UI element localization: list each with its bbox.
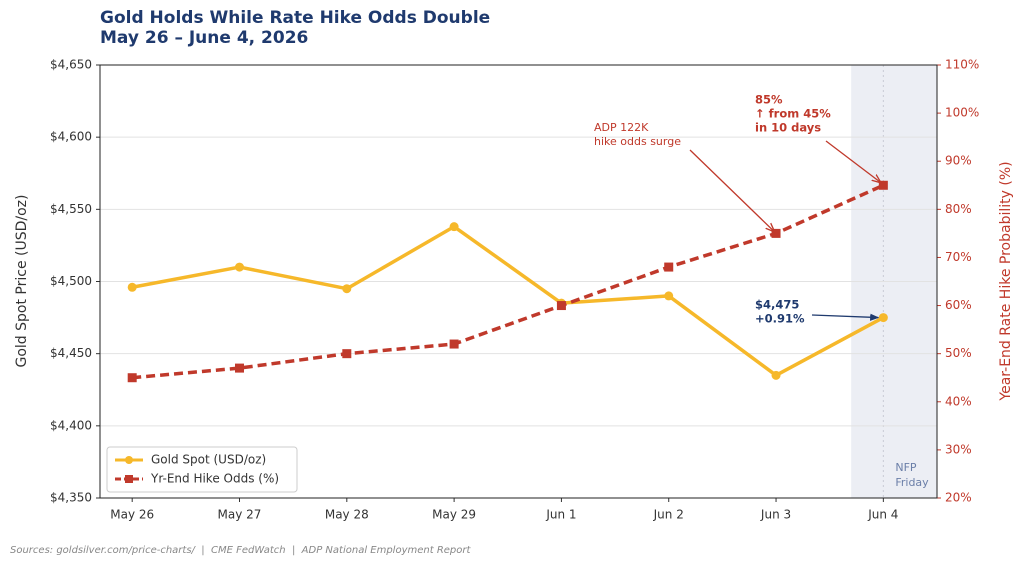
point-marker bbox=[235, 262, 244, 272]
legend-box bbox=[106, 446, 298, 493]
point-marker bbox=[878, 313, 888, 323]
y-axis-label: Gold Spot Price (USD/oz) bbox=[14, 195, 30, 368]
point-marker bbox=[235, 363, 244, 373]
x-tick-label: Jun 1 bbox=[545, 508, 576, 522]
highlight-label: Friday bbox=[895, 476, 929, 489]
plot-frame bbox=[99, 64, 938, 499]
annotation-arrow bbox=[689, 149, 774, 231]
y-tick-label: $4,600 bbox=[50, 130, 92, 144]
legend-label: Gold Spot (USD/oz) bbox=[151, 453, 266, 467]
y2-tick-label: 100% bbox=[945, 106, 979, 120]
annotation-text: 85% bbox=[755, 93, 783, 107]
y2-tick-label: 90% bbox=[945, 154, 972, 168]
y-tick-label: $4,450 bbox=[50, 346, 92, 360]
series-line bbox=[132, 183, 885, 380]
x-tick-label: May 28 bbox=[325, 508, 369, 522]
x-tick-label: Jun 4 bbox=[867, 508, 898, 522]
y2-tick-label: 70% bbox=[945, 250, 972, 264]
legend-marker bbox=[125, 456, 133, 464]
legend-label: Yr-End Hike Odds (%) bbox=[150, 472, 279, 486]
annotation-text: ↑ from 45% bbox=[755, 107, 831, 121]
annotation-arrow bbox=[825, 140, 880, 182]
annotation-text: in 10 days bbox=[755, 121, 821, 135]
y2-tick-label: 30% bbox=[945, 442, 972, 456]
point-marker bbox=[127, 373, 137, 383]
x-tick-label: May 29 bbox=[432, 508, 476, 522]
point-marker bbox=[127, 282, 137, 292]
y-tick-label: $4,350 bbox=[50, 491, 92, 505]
highlight-label: NFP bbox=[895, 461, 917, 474]
annotation-text: $4,475 bbox=[755, 298, 799, 312]
point-marker bbox=[342, 284, 352, 294]
x-tick-label: Jun 2 bbox=[653, 508, 684, 522]
chart-title: Gold Holds While Rate Hike Odds Double bbox=[100, 8, 490, 28]
y2-tick-label: 80% bbox=[945, 202, 972, 216]
x-tick-label: May 27 bbox=[218, 508, 262, 522]
series-line bbox=[131, 224, 885, 378]
chart-subtitle: May 26 – June 4, 2026 bbox=[100, 28, 308, 48]
y2-tick-label: 20% bbox=[945, 491, 972, 505]
source-note: Sources: goldsilver.com/price-charts/ | … bbox=[10, 545, 472, 556]
annotation-text: ADP 122K bbox=[594, 121, 649, 134]
y2-tick-label: 60% bbox=[945, 298, 972, 312]
point-marker bbox=[664, 262, 674, 272]
y2-tick-label: 40% bbox=[945, 394, 972, 408]
y2-tick-label: 50% bbox=[945, 346, 972, 360]
y-tick-label: $4,550 bbox=[50, 202, 92, 216]
point-marker bbox=[771, 228, 781, 238]
point-marker bbox=[342, 349, 352, 359]
legend-marker bbox=[125, 475, 133, 483]
y-tick-label: $4,500 bbox=[50, 274, 92, 288]
point-marker bbox=[878, 180, 888, 190]
y-tick-label: $4,650 bbox=[50, 58, 92, 72]
annotation-arrow bbox=[811, 313, 880, 321]
x-tick-label: Jun 3 bbox=[760, 508, 791, 522]
point-marker bbox=[664, 291, 674, 301]
point-marker bbox=[556, 301, 566, 311]
annotation-text: +0.91% bbox=[755, 312, 805, 326]
y2-tick-label: 110% bbox=[945, 58, 979, 72]
point-marker bbox=[449, 339, 459, 349]
annotation-text: hike odds surge bbox=[594, 135, 681, 148]
y2-axis-label: Year-End Rate Hike Probability (%) bbox=[998, 161, 1014, 401]
point-marker bbox=[771, 370, 781, 380]
x-tick-label: May 26 bbox=[110, 508, 154, 522]
y-tick-label: $4,400 bbox=[50, 418, 92, 432]
point-marker bbox=[449, 222, 459, 232]
